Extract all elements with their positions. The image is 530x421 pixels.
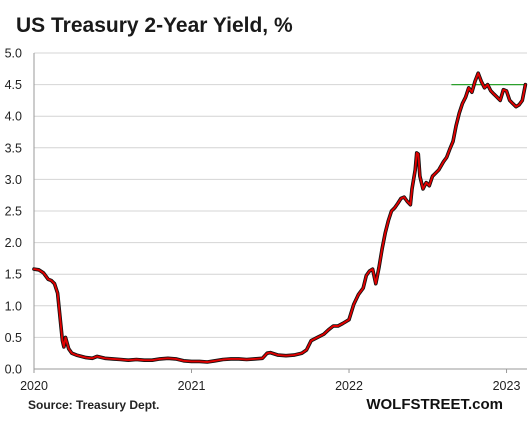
y-tick-label: 3.0 — [5, 173, 22, 187]
y-tick-label: 1.0 — [5, 299, 22, 313]
x-tick-label: 2022 — [335, 379, 363, 393]
series-line — [33, 72, 527, 363]
y-tick-label: 4.0 — [5, 110, 22, 124]
y-tick-label: 3.5 — [5, 141, 22, 155]
y-tick-label: 2.5 — [5, 205, 22, 219]
y-tick-label: 1.5 — [5, 268, 22, 282]
y-tick-label: 0.0 — [5, 363, 22, 377]
y-tick-label: 2.0 — [5, 236, 22, 250]
grid — [33, 52, 527, 370]
source-note: Source: Treasury Dept. — [28, 398, 159, 412]
y-axis: 0.0 0.5 1.0 1.5 2.0 2.5 3.0 3.5 4.0 4.5 5.0 — [5, 47, 22, 377]
x-tick-label: 2020 — [20, 379, 48, 393]
y-tick-label: 4.5 — [5, 78, 22, 92]
series — [32, 71, 528, 364]
brand-label: WOLFSTREET.com — [366, 396, 503, 413]
y-tick-label: 0.5 — [5, 331, 22, 345]
x-tick-label: 2021 — [178, 379, 206, 393]
chart-title: US Treasury 2-Year Yield, % — [16, 14, 293, 37]
y-tick-label: 5.0 — [5, 47, 22, 61]
x-tick-label: 2023 — [493, 379, 521, 393]
x-axis: 2020 2021 2022 2023 — [20, 369, 520, 393]
